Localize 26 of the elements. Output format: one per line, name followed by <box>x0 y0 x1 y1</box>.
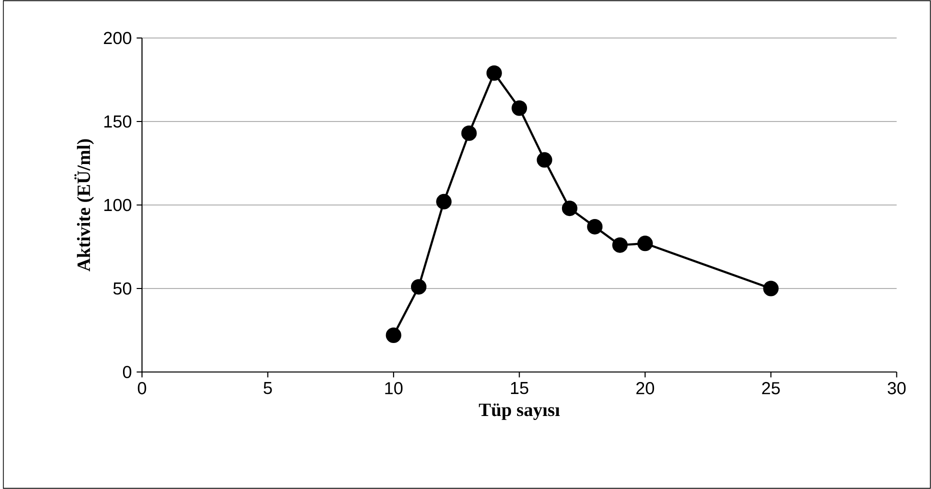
point <box>536 152 552 168</box>
point <box>637 236 653 252</box>
x-tick-label: 20 <box>636 382 654 394</box>
x-tick-label: 0 <box>138 382 146 394</box>
y-tick-label: 100 <box>104 198 132 212</box>
x-tick-label: 5 <box>264 382 272 394</box>
point <box>436 194 452 210</box>
y-tick-label: 200 <box>104 32 132 44</box>
x-tick-label: 15 <box>511 382 528 394</box>
x-tick-label: 30 <box>888 382 906 394</box>
y-tick-label: 0 <box>122 366 132 378</box>
point <box>512 100 528 116</box>
point <box>410 279 426 295</box>
point <box>587 218 603 234</box>
point <box>386 328 402 343</box>
x-axis-title: Tüp sayısı <box>478 403 560 420</box>
point <box>486 65 502 81</box>
point <box>612 237 628 253</box>
point <box>562 200 578 216</box>
point <box>461 125 477 141</box>
x-tick-label: 25 <box>762 382 780 394</box>
x-tick-label: 10 <box>385 382 403 394</box>
y-tick-label: 50 <box>113 282 132 295</box>
point <box>763 280 779 296</box>
y-tick-label: 150 <box>104 115 132 128</box>
y-axis-title: Aktivite (EÜ/ml) <box>74 139 94 272</box>
